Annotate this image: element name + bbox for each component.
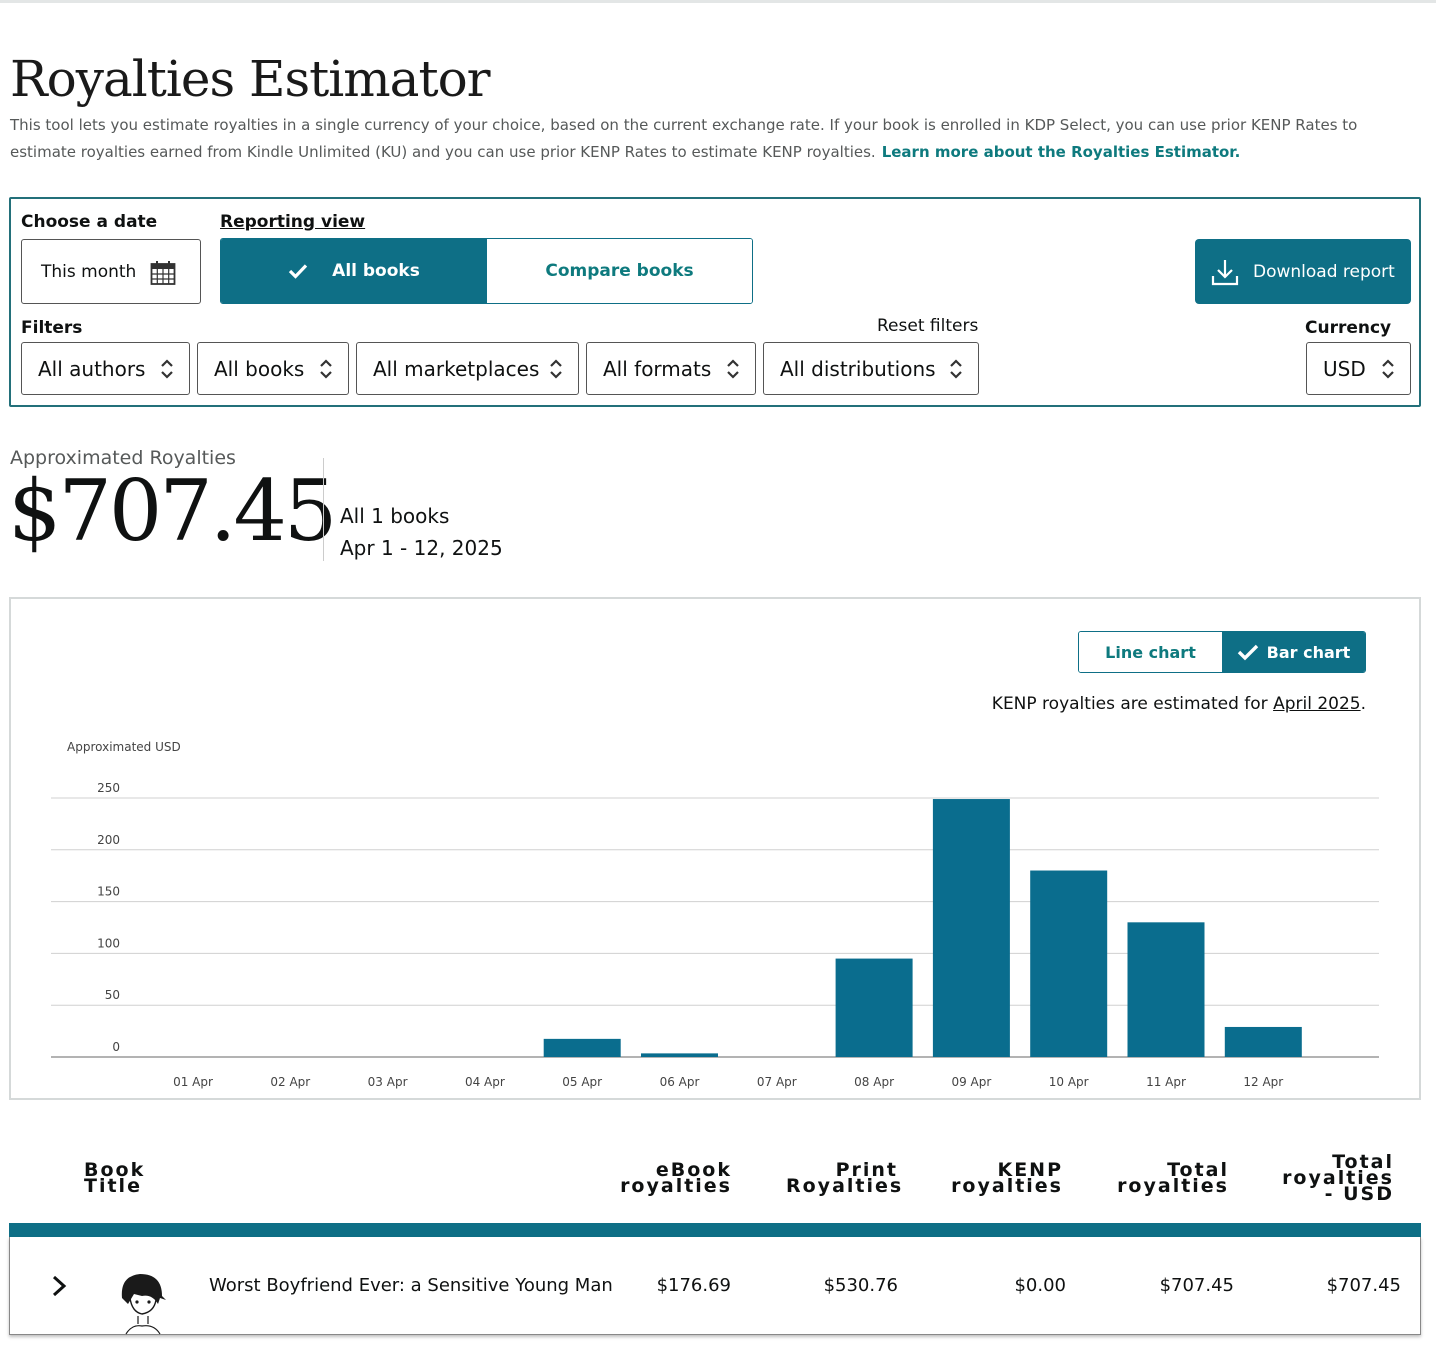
header-total-royalties: Total royalties [1117, 1159, 1229, 1197]
total-royalties-amount: $707.45 [8, 462, 337, 560]
compare-books-view-label: Compare books [545, 261, 694, 281]
chart-container [9, 597, 1421, 1100]
chevron-updown-icon [161, 359, 173, 379]
kenp-royalties-cell: $0.00 [1014, 1275, 1066, 1296]
marketplaces-filter-select[interactable]: All marketplaces [356, 342, 579, 395]
learn-more-link[interactable]: Learn more about the Royalties Estimator… [881, 143, 1241, 161]
books-count: All 1 books [340, 504, 450, 528]
header-kenp-royalties: KENP royalties [951, 1159, 1063, 1197]
currency-value: USD [1323, 356, 1366, 381]
header-total-royalties-usd: Total royalties - USD [1282, 1151, 1394, 1205]
header-print-royalties: Print Royalties [786, 1159, 904, 1197]
book-cover-thumbnail [121, 1274, 166, 1335]
total-royalties-usd-cell: $707.45 [1326, 1275, 1401, 1296]
filters-panel: Choose a date Reporting view This month … [9, 197, 1421, 407]
line-chart-button[interactable]: Line chart [1079, 632, 1222, 672]
chevron-right-icon[interactable] [50, 1275, 68, 1297]
marketplaces-filter-value: All marketplaces [373, 356, 540, 381]
download-report-label: Download report [1253, 261, 1395, 282]
ebook-royalties-cell: $176.69 [656, 1275, 731, 1296]
summary-divider [323, 458, 324, 561]
chevron-updown-icon [950, 359, 962, 379]
currency-select[interactable]: USD [1306, 342, 1411, 395]
chevron-updown-icon [320, 359, 332, 379]
distributions-filter-select[interactable]: All distributions [763, 342, 979, 395]
books-filter-select[interactable]: All books [197, 342, 349, 395]
approximated-royalties-label: Approximated Royalties [10, 447, 236, 469]
calendar-icon [150, 261, 176, 285]
chevron-updown-icon [1382, 359, 1394, 379]
books-filter-value: All books [214, 356, 305, 381]
header-ebook-royalties: eBook royalties [620, 1159, 732, 1197]
compare-books-view-button[interactable]: Compare books [487, 239, 752, 303]
formats-filter-select[interactable]: All formats [586, 342, 756, 395]
bar-chart-button[interactable]: Bar chart [1222, 632, 1365, 672]
chevron-updown-icon [727, 359, 739, 379]
kenp-month-link[interactable]: April 2025 [1273, 694, 1361, 714]
table-header-bar [9, 1223, 1421, 1237]
kenp-note-suffix: . [1360, 694, 1366, 714]
all-books-view-label: All books [332, 261, 420, 281]
table-row [9, 1237, 1421, 1335]
line-chart-label: Line chart [1105, 642, 1196, 662]
currency-label: Currency [1305, 318, 1392, 338]
total-royalties-cell: $707.45 [1159, 1275, 1234, 1296]
kenp-note: KENP royalties are estimated for April 2… [992, 694, 1366, 714]
chevron-updown-icon [550, 359, 562, 379]
kenp-note-prefix: KENP royalties are estimated for [991, 694, 1274, 714]
reset-filters-link[interactable]: Reset filters [877, 316, 979, 336]
download-icon [1211, 259, 1239, 285]
date-range: Apr 1 - 12, 2025 [340, 536, 503, 560]
top-border [0, 0, 1436, 3]
intro-body: This tool lets you estimate royalties in… [10, 116, 1358, 161]
date-picker-button[interactable]: This month [21, 239, 201, 304]
date-value: This month [41, 261, 137, 282]
intro-text: This tool lets you estimate royalties in… [10, 112, 1410, 166]
chart-type-toggle: Line chart Bar chart [1078, 631, 1366, 673]
reporting-view-toggle: All books Compare books [220, 238, 753, 304]
formats-filter-value: All formats [603, 356, 712, 381]
book-title-cell[interactable]: Worst Boyfriend Ever: a Sensitive Young … [209, 1275, 613, 1296]
page-title: Royalties Estimator [10, 50, 491, 108]
check-icon [1237, 644, 1258, 661]
header-book-title: Book Title [84, 1159, 146, 1197]
reporting-view-label: Reporting view [220, 212, 366, 232]
all-books-view-button[interactable]: All books [221, 239, 487, 303]
print-royalties-cell: $530.76 [823, 1275, 898, 1296]
authors-filter-value: All authors [38, 356, 146, 381]
authors-filter-select[interactable]: All authors [21, 342, 190, 395]
bar-chart-label: Bar chart [1266, 642, 1351, 662]
choose-date-label: Choose a date [21, 212, 158, 232]
filters-label: Filters [21, 318, 83, 338]
download-report-button[interactable]: Download report [1195, 239, 1411, 304]
check-icon [289, 264, 308, 279]
distributions-filter-value: All distributions [780, 356, 936, 381]
